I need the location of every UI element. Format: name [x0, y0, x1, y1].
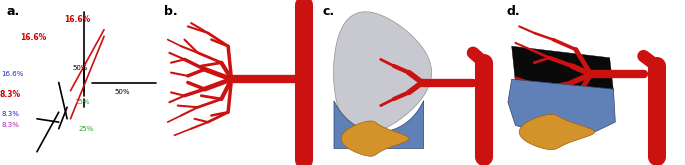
Polygon shape — [334, 12, 432, 133]
Text: d.: d. — [506, 5, 520, 18]
Polygon shape — [519, 114, 595, 150]
Polygon shape — [508, 79, 615, 135]
Text: 16.6%: 16.6% — [1, 71, 24, 77]
Text: b.: b. — [164, 5, 178, 18]
Text: 16.6%: 16.6% — [20, 33, 47, 42]
Text: a.: a. — [7, 5, 20, 18]
Text: c.: c. — [322, 5, 334, 18]
Text: 16.6%: 16.6% — [64, 15, 90, 24]
Polygon shape — [512, 46, 614, 91]
Polygon shape — [334, 101, 423, 148]
Text: 50%: 50% — [72, 65, 88, 71]
Text: 8.3%: 8.3% — [1, 111, 20, 117]
Text: 15%: 15% — [74, 99, 89, 105]
Text: 50%: 50% — [114, 89, 129, 95]
Text: 8.3%: 8.3% — [0, 90, 21, 99]
Text: 8.3%: 8.3% — [1, 122, 20, 128]
Polygon shape — [341, 121, 409, 156]
Text: 25%: 25% — [79, 126, 95, 132]
